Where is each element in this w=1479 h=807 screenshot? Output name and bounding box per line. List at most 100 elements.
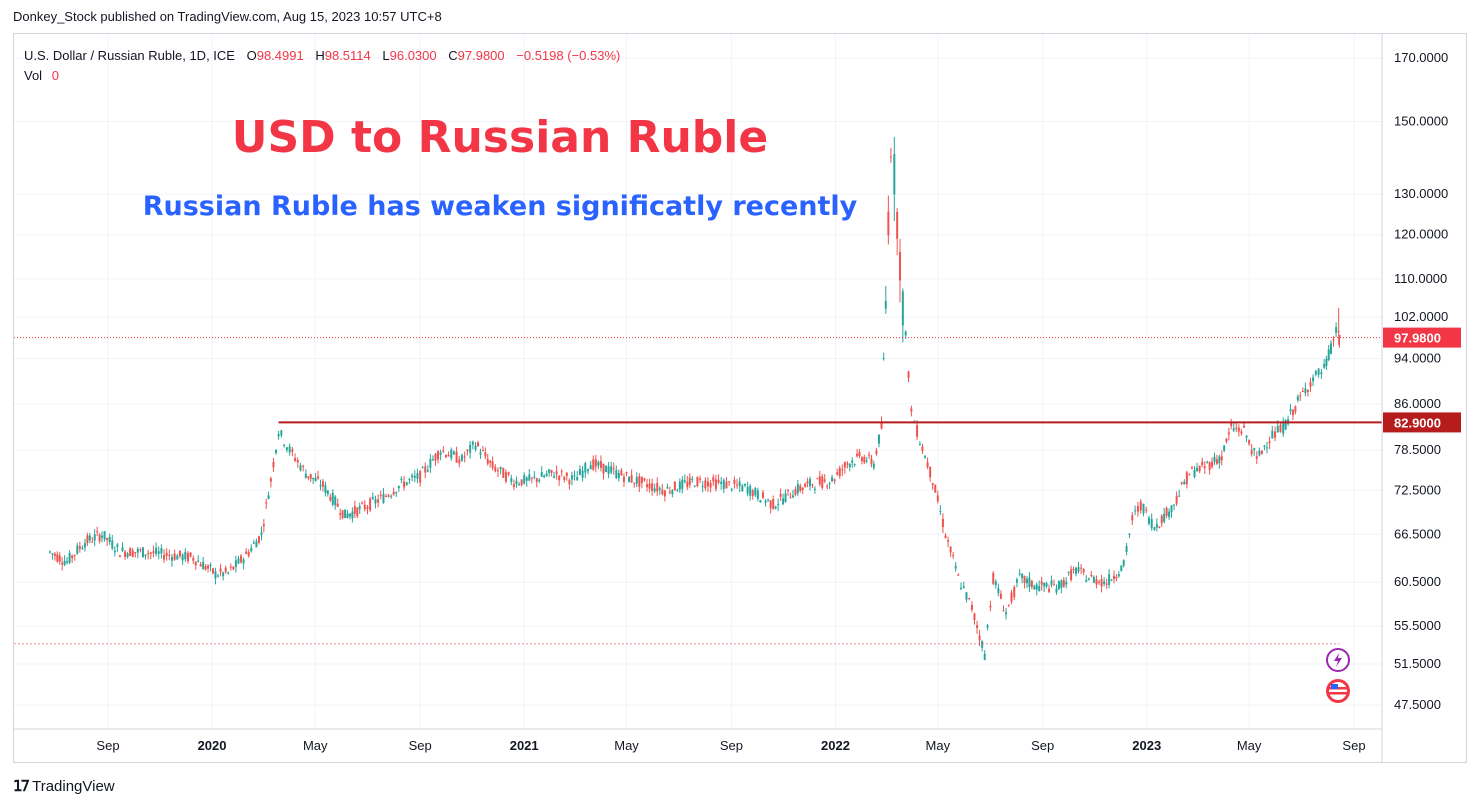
- candle-body: [181, 554, 184, 561]
- candle-body: [512, 484, 515, 487]
- level-price-label: 82.9000: [1394, 415, 1441, 430]
- candle-body: [1312, 377, 1315, 382]
- price-tick-label: 66.5000: [1394, 526, 1441, 541]
- candle-body: [1085, 580, 1088, 583]
- candle-body: [374, 499, 377, 504]
- candle-body: [671, 490, 674, 495]
- candle-body: [801, 487, 804, 490]
- lightning-icon[interactable]: [1326, 648, 1350, 672]
- candle-body: [605, 465, 608, 472]
- candle-body: [779, 493, 782, 497]
- candle-body: [610, 466, 613, 473]
- candle-body: [91, 541, 94, 543]
- candle-body: [1325, 358, 1328, 366]
- candle-body: [1276, 425, 1279, 433]
- candle-body: [887, 211, 890, 236]
- candle-body: [78, 546, 81, 549]
- candle-body: [1323, 363, 1326, 368]
- candle-body: [978, 635, 981, 641]
- candle-body: [939, 510, 942, 512]
- candle-body: [1329, 343, 1332, 354]
- candle-body: [653, 488, 656, 492]
- candle-body: [1122, 560, 1125, 566]
- candle-body: [1105, 583, 1108, 585]
- candle-body: [661, 489, 664, 495]
- candle-body: [1193, 469, 1196, 478]
- candle-body: [1120, 565, 1123, 571]
- candle-body: [799, 485, 802, 491]
- candle-body: [108, 536, 111, 543]
- candle-body: [224, 567, 227, 572]
- candle-body: [1268, 441, 1271, 444]
- candle-body: [910, 408, 913, 412]
- candle-body: [683, 480, 686, 482]
- candle-body: [868, 454, 871, 456]
- price-tick-label: 120.0000: [1394, 227, 1448, 242]
- candle-body: [229, 566, 232, 568]
- candle-body: [794, 489, 797, 495]
- candle-body: [843, 462, 846, 468]
- candle-body: [309, 473, 312, 479]
- candle-body: [1155, 523, 1158, 528]
- candle-body: [1065, 581, 1068, 585]
- candle-body: [743, 484, 746, 486]
- candle-body: [466, 449, 469, 451]
- candle-body: [1338, 334, 1341, 338]
- candle-body: [612, 468, 615, 470]
- candle-body: [1160, 515, 1163, 524]
- candle-body: [1215, 459, 1218, 464]
- candle-body: [622, 476, 625, 482]
- candle-body: [1198, 465, 1201, 472]
- candle-body: [856, 453, 859, 457]
- chart-subtitle: Russian Ruble has weaken significatly re…: [143, 191, 858, 222]
- candle-body: [242, 559, 245, 564]
- candle-body: [458, 459, 461, 464]
- candle-body: [997, 588, 1000, 594]
- chart-overlays: 97.9800 82.9000: [14, 327, 1461, 645]
- candle-body: [1168, 511, 1171, 517]
- candle-body: [1033, 586, 1036, 590]
- candle-body: [1077, 567, 1080, 572]
- candle-body: [1128, 533, 1131, 535]
- candle-body: [1067, 572, 1070, 574]
- candle-body: [973, 613, 976, 620]
- tradingview-logo[interactable]: 𝟣𝟩 TradingView: [13, 777, 115, 796]
- us-flag-icon[interactable]: [1326, 679, 1350, 703]
- candle-body: [63, 561, 66, 565]
- candle-body: [1057, 581, 1060, 590]
- candle-body: [550, 469, 553, 473]
- candle-body: [280, 430, 283, 436]
- candle-body: [314, 477, 317, 482]
- candle-body: [620, 470, 623, 476]
- candle-body: [1178, 495, 1181, 497]
- candle-body: [1005, 612, 1008, 615]
- candle-body: [976, 625, 979, 628]
- candle-body: [1110, 579, 1113, 581]
- publisher-caption: Donkey_Stock published on TradingView.co…: [13, 9, 442, 24]
- candle-body: [841, 469, 844, 471]
- candle-body: [111, 540, 114, 549]
- candle-body: [1158, 526, 1161, 528]
- candle-body: [663, 490, 666, 497]
- candle-body: [1284, 420, 1287, 430]
- candle-body: [387, 495, 390, 497]
- candle-body: [952, 555, 955, 557]
- candle-body: [1335, 327, 1338, 333]
- chart-frame[interactable]: 97.9800 82.9000 170.0000 150.0000 130.0000 1…: [13, 33, 1467, 763]
- candle-body: [382, 493, 385, 504]
- candle-body: [255, 541, 258, 548]
- candle-body: [515, 480, 518, 485]
- candle-body: [227, 572, 230, 574]
- candle-body: [570, 475, 573, 480]
- candle-body: [615, 469, 618, 478]
- candle-body: [1072, 569, 1075, 571]
- candle-body: [678, 481, 681, 490]
- price-tick-label: 47.5000: [1394, 697, 1441, 712]
- candle-body: [962, 586, 965, 588]
- candle-body: [870, 458, 873, 465]
- candle-body: [936, 495, 939, 502]
- chart-title: USD to Russian Ruble: [232, 112, 768, 163]
- candle-body: [754, 488, 757, 496]
- candle-body: [53, 553, 56, 556]
